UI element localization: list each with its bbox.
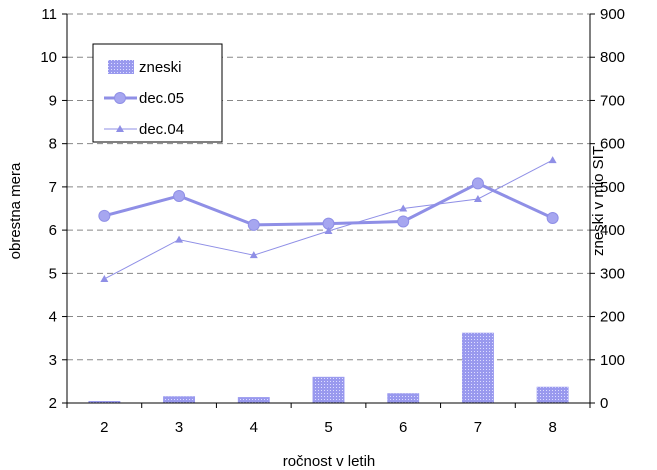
y-left-tick-label: 2 xyxy=(49,395,57,412)
point-marker xyxy=(98,209,111,222)
x-axis-title: ročnost v letih xyxy=(283,453,376,470)
y-axis-left-title: obrestna mera xyxy=(7,162,24,259)
y-left-tick-label: 5 xyxy=(49,265,57,282)
y-right-tick-label: 0 xyxy=(600,395,608,412)
legend: zneski dec.05 dec.04 xyxy=(92,43,223,143)
y-left-tick-label: 3 xyxy=(49,352,57,369)
point-marker xyxy=(473,194,482,202)
point-marker xyxy=(324,226,333,234)
bar xyxy=(536,386,569,404)
tick-labels: 2 3 4 5 6 7 8 9 10 11 0 100 200 300 400 500 600 700 800 900… xyxy=(40,6,625,436)
y-left-tick-label: 7 xyxy=(49,179,57,196)
y-left-tick-label: 10 xyxy=(40,49,57,66)
y-left-tick-label: 4 xyxy=(49,309,57,326)
legend-marker-dec05 xyxy=(114,92,126,104)
legend-label-dec04: dec.04 xyxy=(139,121,184,138)
bar xyxy=(461,332,494,404)
x-tick-label: 8 xyxy=(548,419,556,436)
y-left-tick-label: 11 xyxy=(41,6,57,23)
bar xyxy=(312,376,345,404)
bar xyxy=(163,396,196,404)
bar xyxy=(237,397,270,404)
y-right-tick-label: 800 xyxy=(600,49,625,66)
x-tick-label: 6 xyxy=(399,419,407,436)
y-left-tick-label: 8 xyxy=(49,136,57,153)
y-left-tick-label: 6 xyxy=(49,222,57,239)
point-marker xyxy=(471,177,484,190)
legend-label-zneski: zneski xyxy=(139,59,182,76)
x-tick-label: 4 xyxy=(250,419,258,436)
x-tick-label: 3 xyxy=(175,419,183,436)
point-marker xyxy=(173,189,186,202)
bar-series-zneski xyxy=(88,332,569,404)
y-right-tick-label: 500 xyxy=(600,179,625,196)
line-series xyxy=(98,156,559,282)
legend-label-dec05: dec.05 xyxy=(139,90,184,107)
point-marker xyxy=(100,274,109,282)
y-right-tick-label: 700 xyxy=(600,92,625,109)
y-axis-right-title: zneski v mio SIT xyxy=(590,146,607,256)
x-tick-label: 2 xyxy=(100,419,108,436)
legend-marker-dec04 xyxy=(116,125,124,132)
point-marker xyxy=(249,251,258,259)
point-marker xyxy=(247,218,260,231)
y-right-tick-label: 900 xyxy=(600,6,625,23)
axes xyxy=(62,13,595,408)
legend-box xyxy=(92,43,223,143)
y-right-tick-label: 200 xyxy=(600,309,625,326)
x-tick-label: 5 xyxy=(324,419,332,436)
y-right-tick-label: 300 xyxy=(600,265,625,282)
point-marker xyxy=(399,204,408,212)
point-marker xyxy=(397,215,410,228)
bar xyxy=(387,393,420,404)
y-right-tick-label: 100 xyxy=(600,352,625,369)
y-right-tick-label: 400 xyxy=(600,222,625,239)
x-tick-label: 7 xyxy=(474,419,482,436)
y-left-tick-label: 9 xyxy=(49,92,57,109)
point-marker xyxy=(546,212,559,225)
legend-swatch-zneski xyxy=(108,60,134,74)
point-marker xyxy=(548,156,557,164)
point-marker xyxy=(175,235,184,243)
y-right-tick-label: 600 xyxy=(600,136,625,153)
